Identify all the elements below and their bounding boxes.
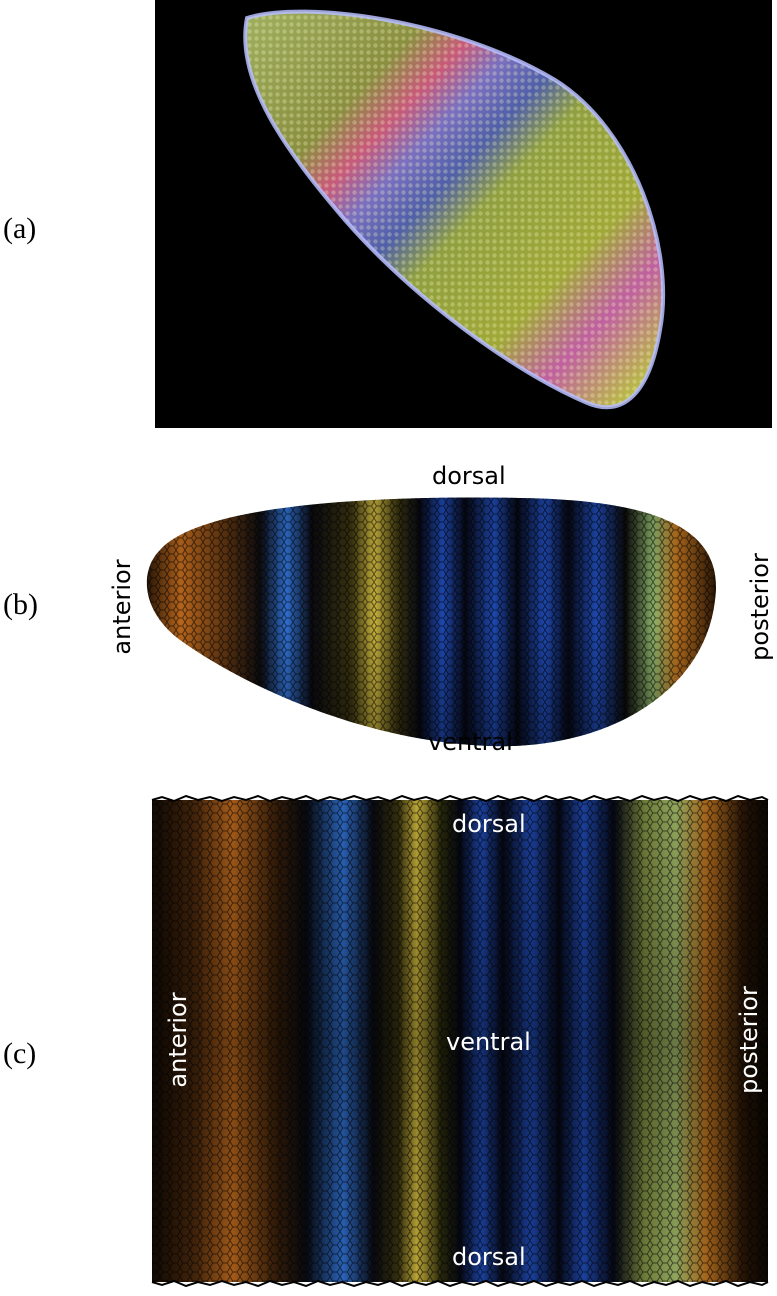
panel-c-ventral-label: ventral	[446, 1028, 531, 1056]
panel-b-posterior-label: posterior	[746, 553, 774, 661]
panel-label-b: (b)	[3, 588, 38, 621]
panel-c-posterior-label: posterior	[735, 986, 763, 1094]
unrolled-embryo-map	[151, 795, 769, 1287]
panel-label-c: (c)	[3, 1037, 37, 1070]
panel-label-a: (a)	[3, 212, 37, 245]
embryo-micrograph	[155, 0, 772, 428]
panel-c-dorsal-top-label: dorsal	[452, 810, 526, 838]
panel-c-dorsal-bottom-label: dorsal	[452, 1243, 526, 1271]
panel-c-anterior-label: anterior	[164, 992, 192, 1088]
panel-b-ventral-label: ventral	[428, 728, 513, 756]
panel-b-dorsal-label: dorsal	[432, 462, 506, 490]
simulated-embryo-side-view	[146, 497, 716, 747]
panel-b-anterior-label: anterior	[108, 559, 136, 655]
